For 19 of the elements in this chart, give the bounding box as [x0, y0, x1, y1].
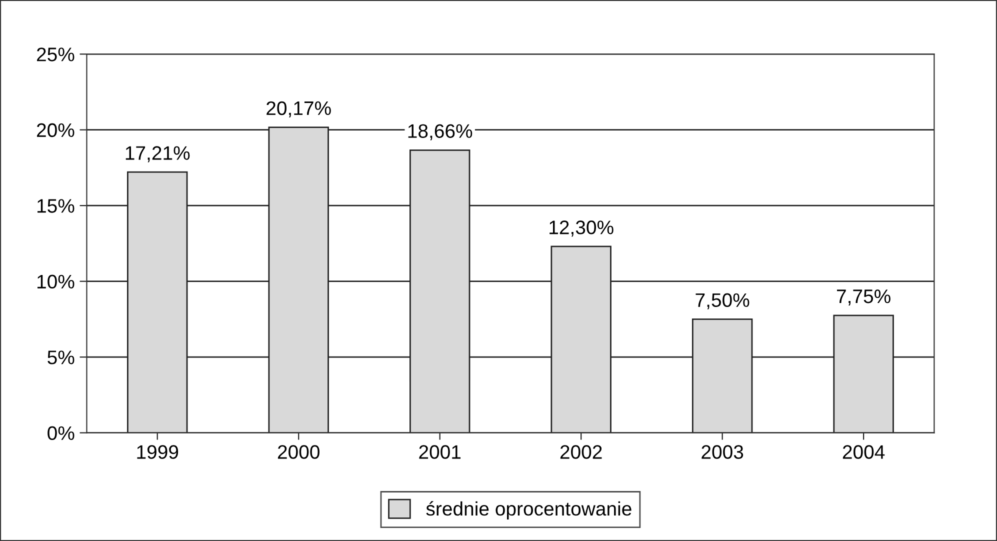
y-tick-label: 10%	[38, 274, 74, 289]
y-tick-label: 15%	[38, 199, 74, 213]
x-tick-label: 2000	[278, 445, 320, 459]
x-tick-label: 2004	[842, 445, 885, 459]
data-label: 20,17%	[266, 101, 331, 118]
y-tick-label: 0%	[48, 426, 74, 440]
data-label: 7,75%	[837, 290, 890, 306]
legend-label: średnie oprocentowanie	[426, 501, 632, 520]
x-tick-label: 2003	[702, 445, 744, 459]
y-tick-label: 20%	[36, 123, 74, 138]
data-label: 18,66%	[408, 124, 472, 140]
y-tick-label: 25%	[36, 48, 74, 62]
y-tick-label: 5%	[48, 350, 74, 364]
x-tick-label: 1999	[137, 445, 178, 459]
data-label: 7,50%	[696, 293, 750, 310]
data-label: 12,30%	[550, 220, 614, 237]
data-label: 17,21%	[126, 146, 190, 162]
x-tick-label: 2001	[419, 445, 461, 459]
x-tick-label: 2002	[560, 445, 602, 459]
